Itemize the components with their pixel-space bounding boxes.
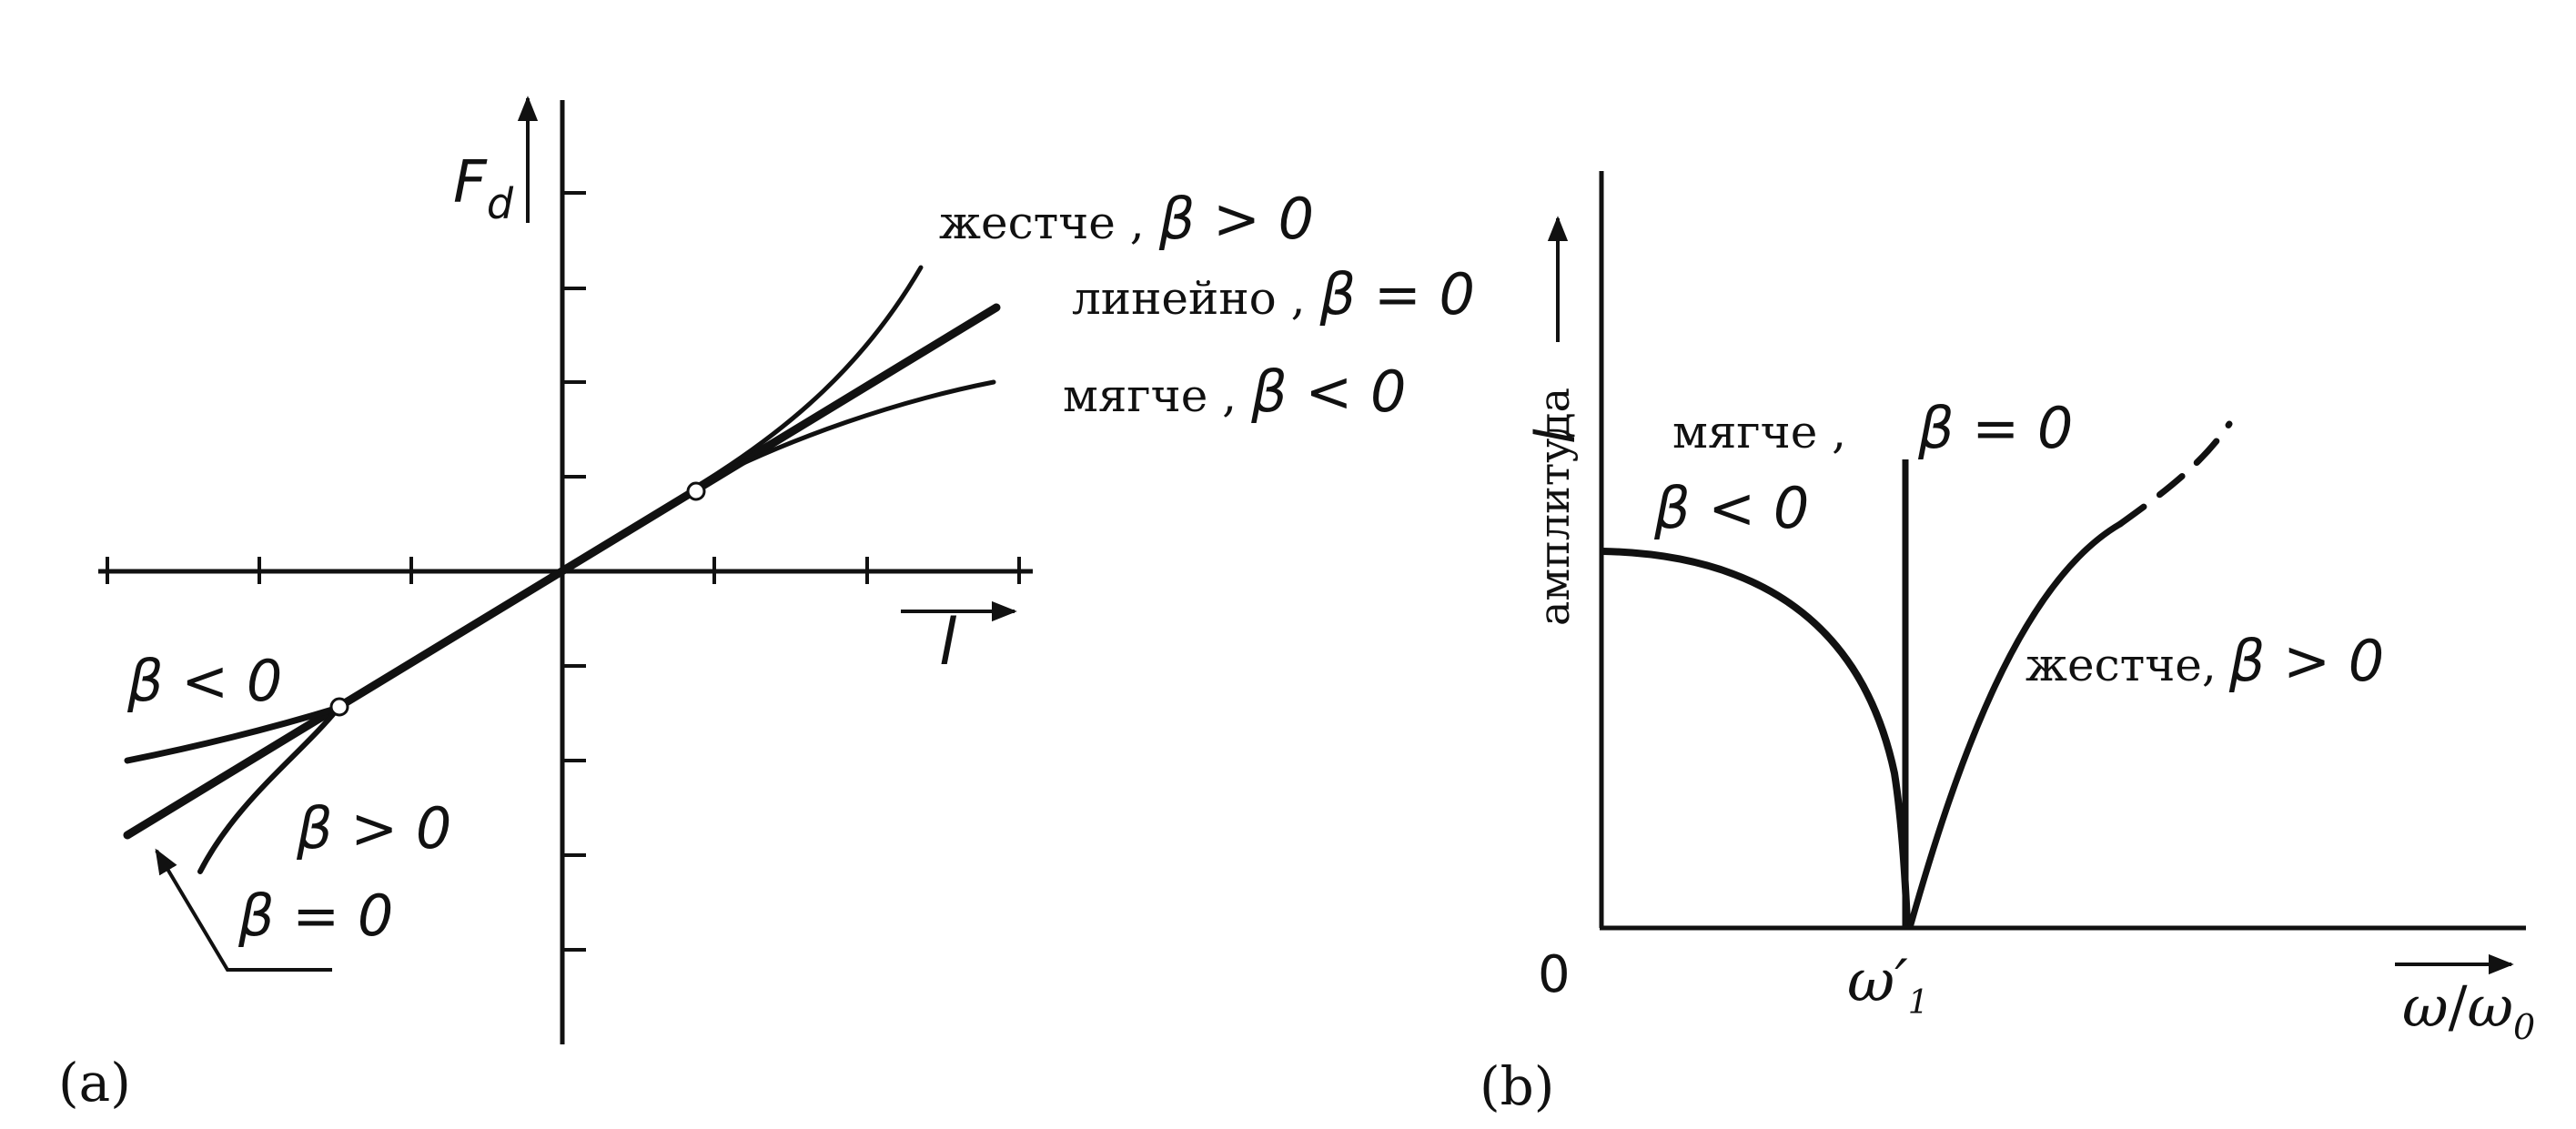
- panel-a-label: (a): [58, 1052, 131, 1114]
- panel-b-stiffer-curve: [1907, 520, 2124, 928]
- panel-b-y-axis-word: амплитуда: [1530, 388, 1579, 626]
- panel-b-y-axis-symbol: l: [1524, 428, 1588, 444]
- panel-a-junction-upper: [686, 481, 706, 501]
- panel-a-lower-beta-pos: β > 0: [296, 795, 451, 862]
- panel-b-x-axis-label: ω/ω0: [2402, 973, 2535, 1047]
- panel-b-stiffer-dashed: [2116, 420, 2233, 528]
- panel-a-junction-lower: [329, 697, 349, 717]
- panel-b-origin: 0: [1538, 945, 1571, 1004]
- panel-a-lower-softer-curve: [124, 704, 342, 764]
- panel-a-lower-beta-neg: β < 0: [126, 648, 282, 714]
- panel-a-softer-curve: [698, 379, 996, 487]
- panel-a-y-label: Fd: [453, 149, 514, 228]
- panel-a-stiffer-label: жестче , β > 0: [939, 186, 1314, 252]
- panel-b-softer-beta: β < 0: [1653, 475, 1809, 541]
- panel-b-x-tick-label: ω′1: [1847, 948, 1929, 1022]
- panel-a-linear-label: линейно , β = 0: [1072, 261, 1475, 328]
- panel-a-lower-stiffer-curve: [197, 705, 341, 874]
- panel-b-softer-word: мягче ,: [1672, 406, 1846, 459]
- panel-b-label: (b): [1480, 1055, 1554, 1117]
- panel-b: амплитуда l 0 ω′1 ω/ω0 мягче , β < 0 β =…: [1480, 171, 2535, 1117]
- panel-a-lower-beta-zero: β = 0: [237, 882, 393, 949]
- panel-a-stiffer-curve: [698, 265, 924, 487]
- panel-a-y-ticks: [562, 191, 586, 952]
- panel-a-linear-curve: [123, 303, 1001, 840]
- panel-b-stiffer-label: жестче, β > 0: [2025, 628, 2384, 694]
- panel-a-x-label: l: [939, 605, 957, 680]
- panel-a-pointer-arrow-icon: [155, 848, 332, 972]
- panel-b-zero-beta: β = 0: [1917, 395, 2073, 461]
- panel-b-softer-curve: [1600, 548, 1911, 926]
- panel-a-softer-label: мягче , β < 0: [1063, 358, 1406, 425]
- panel-a-x-ticks: [106, 557, 1021, 584]
- panel-a: Fd l жестче , β > 0 линейно , β = 0 мягч…: [58, 96, 1475, 1114]
